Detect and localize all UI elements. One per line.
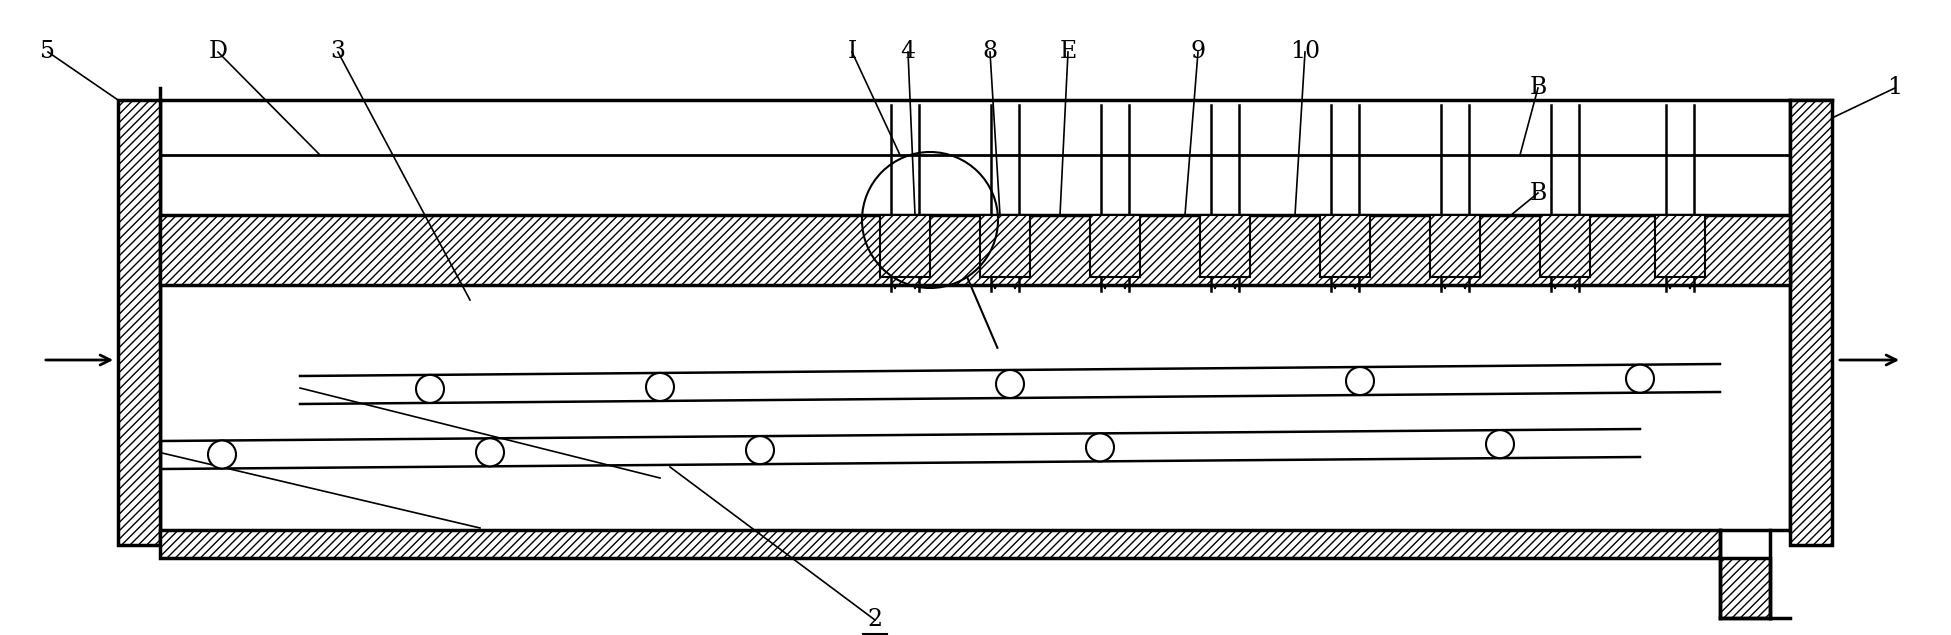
Circle shape — [1346, 367, 1374, 395]
Circle shape — [1625, 364, 1654, 392]
Text: 2: 2 — [868, 608, 882, 631]
Circle shape — [1487, 430, 1514, 458]
Bar — [1721, 558, 1770, 618]
Text: 4: 4 — [901, 41, 915, 64]
Bar — [160, 530, 1721, 558]
Text: D: D — [209, 41, 228, 64]
Bar — [1654, 215, 1705, 277]
Bar — [1321, 215, 1370, 277]
Bar — [880, 215, 931, 277]
Bar — [1539, 215, 1590, 277]
Text: 10: 10 — [1290, 41, 1321, 64]
Text: 9: 9 — [1190, 41, 1206, 64]
Text: E: E — [1059, 41, 1077, 64]
Circle shape — [416, 375, 445, 403]
Text: B: B — [1530, 76, 1547, 100]
Bar — [979, 215, 1030, 277]
Text: I: I — [847, 41, 856, 64]
Bar — [1789, 100, 1832, 545]
Bar — [1430, 215, 1481, 277]
Circle shape — [646, 373, 673, 401]
Bar — [1091, 215, 1139, 277]
Circle shape — [476, 438, 503, 466]
Bar — [1200, 215, 1251, 277]
Bar — [117, 100, 160, 545]
Circle shape — [997, 370, 1024, 398]
Text: 8: 8 — [983, 41, 997, 64]
Circle shape — [745, 436, 775, 464]
Text: 5: 5 — [41, 41, 55, 64]
Text: 3: 3 — [330, 41, 345, 64]
Circle shape — [209, 441, 236, 469]
Text: B: B — [1530, 182, 1547, 204]
Circle shape — [1087, 433, 1114, 462]
Bar — [160, 215, 1789, 285]
Text: 1: 1 — [1887, 76, 1902, 100]
